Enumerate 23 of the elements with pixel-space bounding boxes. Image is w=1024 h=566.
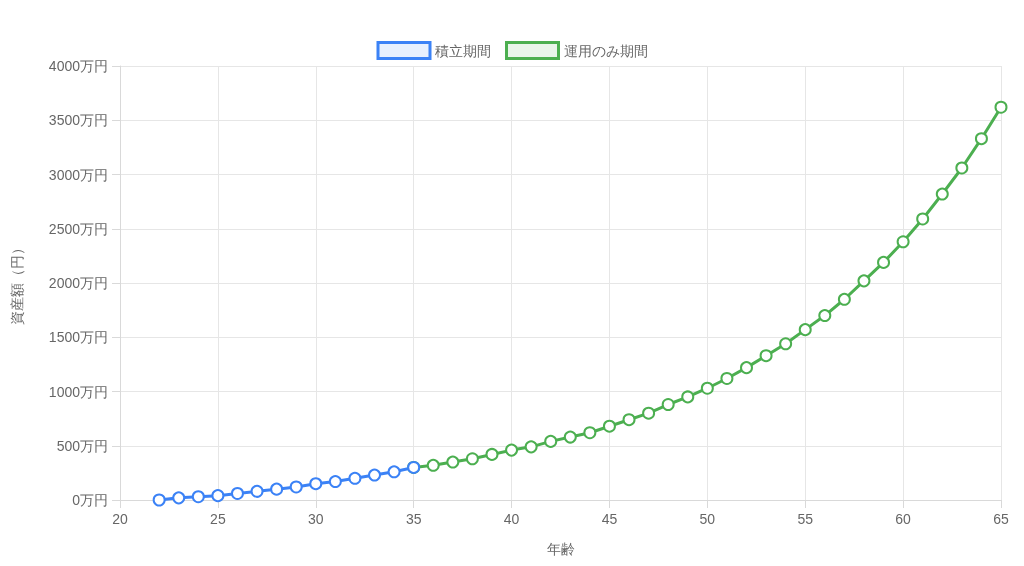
y-tick-label: 1500万円 [48, 329, 108, 346]
legend-label: 運用のみ期間 [563, 42, 648, 59]
x-tick-label: 20 [112, 511, 128, 527]
legend-label: 積立期間 [435, 42, 491, 59]
y-tick-label: 3500万円 [48, 112, 108, 129]
x-tick-label: 35 [405, 511, 422, 527]
y-tick-label: 3000万円 [48, 166, 108, 183]
x-tick-label: 40 [503, 511, 520, 527]
x-tick-label: 55 [797, 511, 814, 527]
y-tick-label: 500万円 [56, 437, 108, 454]
x-tick-label: 60 [895, 511, 912, 527]
x-tick-label: 25 [210, 511, 226, 527]
y-axis-title: 資産額（円） [9, 241, 25, 325]
y-tick-label: 2500万円 [48, 220, 108, 237]
x-tick-label: 65 [993, 511, 1009, 527]
y-tick-label: 2000万円 [48, 275, 108, 291]
y-tick-label: 0万円 [72, 492, 108, 508]
y-tick-label: 1000万円 [48, 383, 108, 400]
x-tick-label: 45 [601, 511, 618, 527]
y-tick-label: 4000万円 [48, 58, 108, 74]
x-axis-title: 年齢 [546, 541, 575, 557]
x-tick-label: 50 [699, 511, 716, 527]
x-tick-label: 30 [307, 511, 324, 527]
